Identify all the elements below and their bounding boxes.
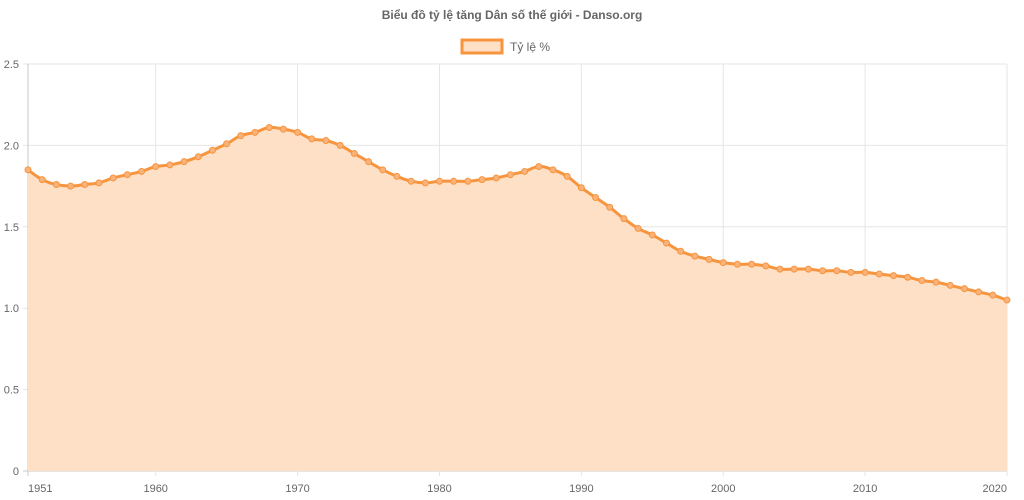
data-point[interactable] <box>620 215 628 223</box>
data-point[interactable] <box>123 171 131 179</box>
points-layer <box>24 123 1011 304</box>
data-point[interactable] <box>506 171 514 179</box>
legend-label[interactable]: Tỷ lệ % <box>510 40 550 54</box>
data-point[interactable] <box>109 174 117 182</box>
data-point[interactable] <box>166 161 174 169</box>
data-point[interactable] <box>478 176 486 184</box>
data-point[interactable] <box>677 247 685 255</box>
data-point[interactable] <box>946 281 954 289</box>
data-point[interactable] <box>521 167 529 175</box>
data-point[interactable] <box>819 267 827 275</box>
data-point[interactable] <box>889 272 897 280</box>
data-point[interactable] <box>251 128 259 136</box>
x-tick-label: 1960 <box>143 483 167 495</box>
y-tick-label: 1.5 <box>4 222 19 234</box>
data-point[interactable] <box>662 239 670 247</box>
y-tick-label: 0 <box>13 466 19 478</box>
data-point[interactable] <box>407 177 415 185</box>
data-point[interactable] <box>563 172 571 180</box>
data-point[interactable] <box>592 193 600 201</box>
area-layer <box>28 127 1007 472</box>
x-tick-label: 1990 <box>569 483 593 495</box>
data-point[interactable] <box>634 224 642 232</box>
data-point[interactable] <box>237 132 245 140</box>
data-point[interactable] <box>719 259 727 267</box>
data-point[interactable] <box>52 180 60 188</box>
legend-swatch[interactable] <box>460 38 504 55</box>
data-point[interactable] <box>733 260 741 268</box>
data-point[interactable] <box>138 167 146 175</box>
data-point[interactable] <box>365 158 373 166</box>
data-point[interactable] <box>350 150 358 158</box>
data-point[interactable] <box>804 265 812 273</box>
data-point[interactable] <box>691 252 699 260</box>
x-axis-ticks: 1951 1960 1970 1980 1990 2000 2010 2020 <box>28 483 1007 495</box>
data-point[interactable] <box>904 273 912 281</box>
y-tick-label: 2.5 <box>4 59 19 71</box>
data-point[interactable] <box>535 163 543 171</box>
data-point[interactable] <box>833 267 841 275</box>
data-point[interactable] <box>38 176 46 184</box>
data-point[interactable] <box>847 268 855 276</box>
data-point[interactable] <box>322 137 330 145</box>
data-point[interactable] <box>279 125 287 133</box>
chart-title: Biểu đồ tỷ lệ tăng Dân số thế giới - Dan… <box>382 8 643 22</box>
data-point[interactable] <box>265 123 273 131</box>
x-tick-label: 2000 <box>711 483 735 495</box>
data-point[interactable] <box>861 268 869 276</box>
data-point[interactable] <box>975 288 983 296</box>
data-point[interactable] <box>875 270 883 278</box>
data-point[interactable] <box>606 203 614 211</box>
data-point[interactable] <box>450 177 458 185</box>
data-point[interactable] <box>379 166 387 174</box>
data-point[interactable] <box>194 153 202 161</box>
data-point[interactable] <box>180 158 188 166</box>
data-point[interactable] <box>393 172 401 180</box>
data-point[interactable] <box>81 180 89 188</box>
series-line <box>27 125 1008 302</box>
line-layer <box>27 125 1008 302</box>
y-tick-label: 1.0 <box>4 303 19 315</box>
data-point[interactable] <box>492 174 500 182</box>
data-point[interactable] <box>336 141 344 149</box>
data-point[interactable] <box>223 140 231 148</box>
data-point[interactable] <box>421 179 429 187</box>
y-axis-ticks: 0 0.5 1.0 1.5 2.0 2.5 <box>4 59 19 478</box>
x-tick-label: 1951 <box>28 483 52 495</box>
data-point[interactable] <box>67 182 75 190</box>
y-tick-label: 0.5 <box>4 385 19 397</box>
data-point[interactable] <box>776 265 784 273</box>
x-tick-label: 1970 <box>285 483 309 495</box>
data-point[interactable] <box>790 265 798 273</box>
data-point[interactable] <box>989 291 997 299</box>
data-point[interactable] <box>95 179 103 187</box>
data-point[interactable] <box>648 231 656 239</box>
data-point[interactable] <box>24 166 32 174</box>
data-point[interactable] <box>762 262 770 270</box>
x-tick-label: 2010 <box>853 483 877 495</box>
data-point[interactable] <box>932 278 940 286</box>
y-tick-label: 2.0 <box>4 140 19 152</box>
data-point[interactable] <box>152 163 160 171</box>
data-point[interactable] <box>294 128 302 136</box>
data-point[interactable] <box>960 285 968 293</box>
data-point[interactable] <box>435 177 443 185</box>
data-point[interactable] <box>577 184 585 192</box>
data-point[interactable] <box>464 177 472 185</box>
data-point[interactable] <box>1003 296 1011 304</box>
x-tick-label: 2020 <box>983 483 1007 495</box>
data-point[interactable] <box>705 255 713 263</box>
legend[interactable]: Tỷ lệ % <box>460 38 550 55</box>
data-point[interactable] <box>918 277 926 285</box>
x-tick-label: 1980 <box>427 483 451 495</box>
data-point[interactable] <box>748 260 756 268</box>
data-point[interactable] <box>208 146 216 154</box>
data-point[interactable] <box>549 166 557 174</box>
series-area <box>28 127 1007 472</box>
data-point[interactable] <box>308 135 316 143</box>
